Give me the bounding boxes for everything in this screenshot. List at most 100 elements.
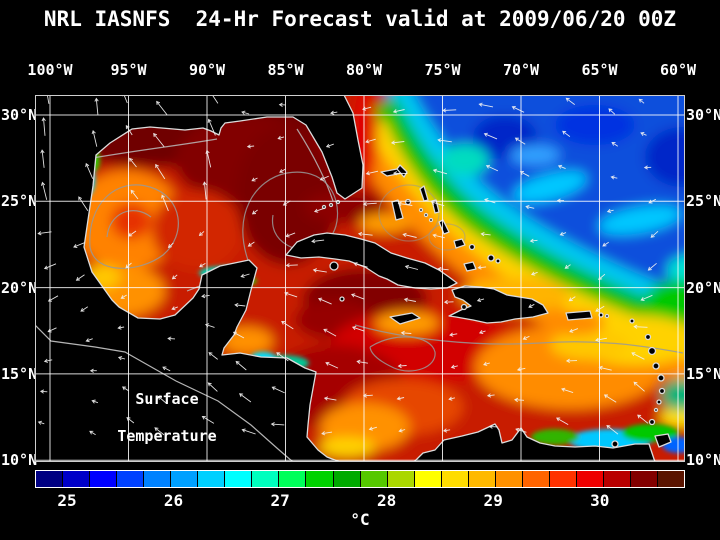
wind-arrow bbox=[515, 427, 527, 433]
wind-vectors bbox=[37, 95, 659, 436]
colorbar-segment bbox=[631, 471, 659, 487]
wind-arrow bbox=[565, 97, 575, 105]
colorbar bbox=[35, 470, 685, 488]
wind-arrow bbox=[198, 231, 205, 236]
wind-arrow bbox=[41, 117, 46, 136]
wind-arrow bbox=[362, 201, 377, 207]
wind-arrow bbox=[251, 177, 258, 182]
wind-arrow bbox=[356, 359, 368, 364]
colorbar-segment bbox=[225, 471, 253, 487]
landmass bbox=[35, 95, 672, 462]
wind-arrow bbox=[117, 356, 126, 361]
north-central-america bbox=[35, 95, 364, 462]
south-america bbox=[413, 423, 656, 462]
lon-tick-label: 80°W bbox=[345, 61, 383, 79]
lat-tick-label: 10°N bbox=[686, 451, 720, 470]
colorbar-tick: 26 bbox=[163, 491, 184, 510]
wind-arrow bbox=[121, 386, 130, 392]
wind-arrow bbox=[234, 302, 246, 308]
wind-arrow bbox=[480, 231, 491, 237]
inagua bbox=[463, 261, 477, 272]
colorbar-segment bbox=[117, 471, 145, 487]
wind-arrow bbox=[637, 414, 649, 424]
lat-tick-label: 15°N bbox=[1, 364, 38, 383]
wind-arrow bbox=[156, 100, 168, 116]
wind-arrow bbox=[483, 132, 498, 140]
lat-tick-label: 20°N bbox=[1, 278, 38, 297]
wind-arrow bbox=[246, 144, 255, 149]
lon-tick-label: 65°W bbox=[581, 61, 618, 79]
wind-arrow bbox=[330, 110, 338, 115]
wind-arrow bbox=[514, 137, 526, 145]
wind-arrow bbox=[564, 264, 571, 269]
colorbar-segment bbox=[658, 471, 685, 487]
wind-arrow bbox=[40, 181, 48, 200]
colorbar-segment bbox=[495, 471, 523, 487]
wind-arrow bbox=[442, 108, 457, 113]
wind-arrow bbox=[516, 367, 526, 372]
lon-tick-label: 85°W bbox=[267, 61, 304, 79]
lon-tick-label: 100°W bbox=[27, 61, 73, 79]
wind-arrow bbox=[199, 263, 206, 268]
wind-arrow bbox=[397, 363, 407, 369]
wind-arrow bbox=[488, 424, 498, 429]
wind-arrow bbox=[129, 157, 137, 168]
wind-arrow bbox=[312, 268, 327, 273]
wind-arrow bbox=[204, 323, 215, 328]
lat-tick-label: 10°N bbox=[1, 451, 38, 470]
wind-arrow bbox=[404, 264, 419, 270]
wind-arrow bbox=[278, 102, 286, 107]
colorbar-segment bbox=[549, 471, 577, 487]
wind-arrow bbox=[432, 168, 448, 175]
wind-arrow bbox=[47, 295, 59, 302]
wind-arrow bbox=[392, 171, 408, 176]
lon-tick-label: 95°W bbox=[110, 61, 147, 79]
colorbar-segment bbox=[171, 471, 199, 487]
wind-arrow bbox=[120, 294, 127, 299]
colorbar-segment bbox=[414, 471, 442, 487]
wind-arrow bbox=[43, 358, 53, 363]
st-vincent bbox=[656, 399, 662, 405]
colorbar-tick: 28 bbox=[376, 491, 397, 510]
wind-arrow bbox=[448, 396, 456, 401]
wind-arrow bbox=[568, 296, 576, 302]
wind-arrow bbox=[277, 135, 285, 140]
wind-arrow bbox=[522, 335, 530, 340]
wind-arrow bbox=[556, 198, 564, 203]
annotation-surface: Surface bbox=[135, 390, 198, 408]
wind-arrow bbox=[285, 263, 298, 268]
colorbar-segment bbox=[603, 471, 632, 487]
wind-arrow bbox=[46, 95, 50, 104]
isla-juventud bbox=[329, 261, 339, 271]
wind-arrow bbox=[47, 327, 57, 333]
wind-arrow bbox=[365, 138, 376, 144]
wind-arrow bbox=[128, 230, 137, 237]
wind-arrow bbox=[80, 306, 89, 312]
wind-arrow bbox=[171, 274, 178, 280]
lat-tick-label: 30°N bbox=[686, 106, 720, 124]
wind-arrow bbox=[606, 208, 614, 214]
pacific-coastline bbox=[35, 324, 294, 462]
wind-arrow bbox=[319, 175, 329, 181]
wind-arrow bbox=[285, 232, 296, 238]
wind-arrow bbox=[478, 102, 494, 108]
eleuthera bbox=[419, 185, 429, 202]
wind-arrow bbox=[514, 397, 525, 403]
wind-arrow bbox=[311, 239, 325, 244]
wind-arrow bbox=[37, 231, 52, 236]
wind-arrow bbox=[392, 109, 405, 114]
wind-arrow bbox=[437, 138, 452, 143]
wind-arrow bbox=[478, 330, 486, 335]
wind-arrow bbox=[640, 132, 647, 136]
colorbar-segment bbox=[63, 471, 91, 487]
wind-arrow bbox=[89, 430, 96, 436]
colorbar-segment bbox=[252, 471, 280, 487]
wind-arrow bbox=[279, 168, 287, 173]
wind-arrow bbox=[647, 262, 657, 271]
wind-arrow bbox=[126, 417, 135, 424]
annotation-temperature: Temperature bbox=[117, 427, 216, 445]
wind-arrow bbox=[73, 242, 85, 248]
wind-arrow bbox=[75, 274, 85, 281]
wind-arrow bbox=[528, 303, 535, 308]
colorbar-tick: 30 bbox=[590, 491, 610, 510]
